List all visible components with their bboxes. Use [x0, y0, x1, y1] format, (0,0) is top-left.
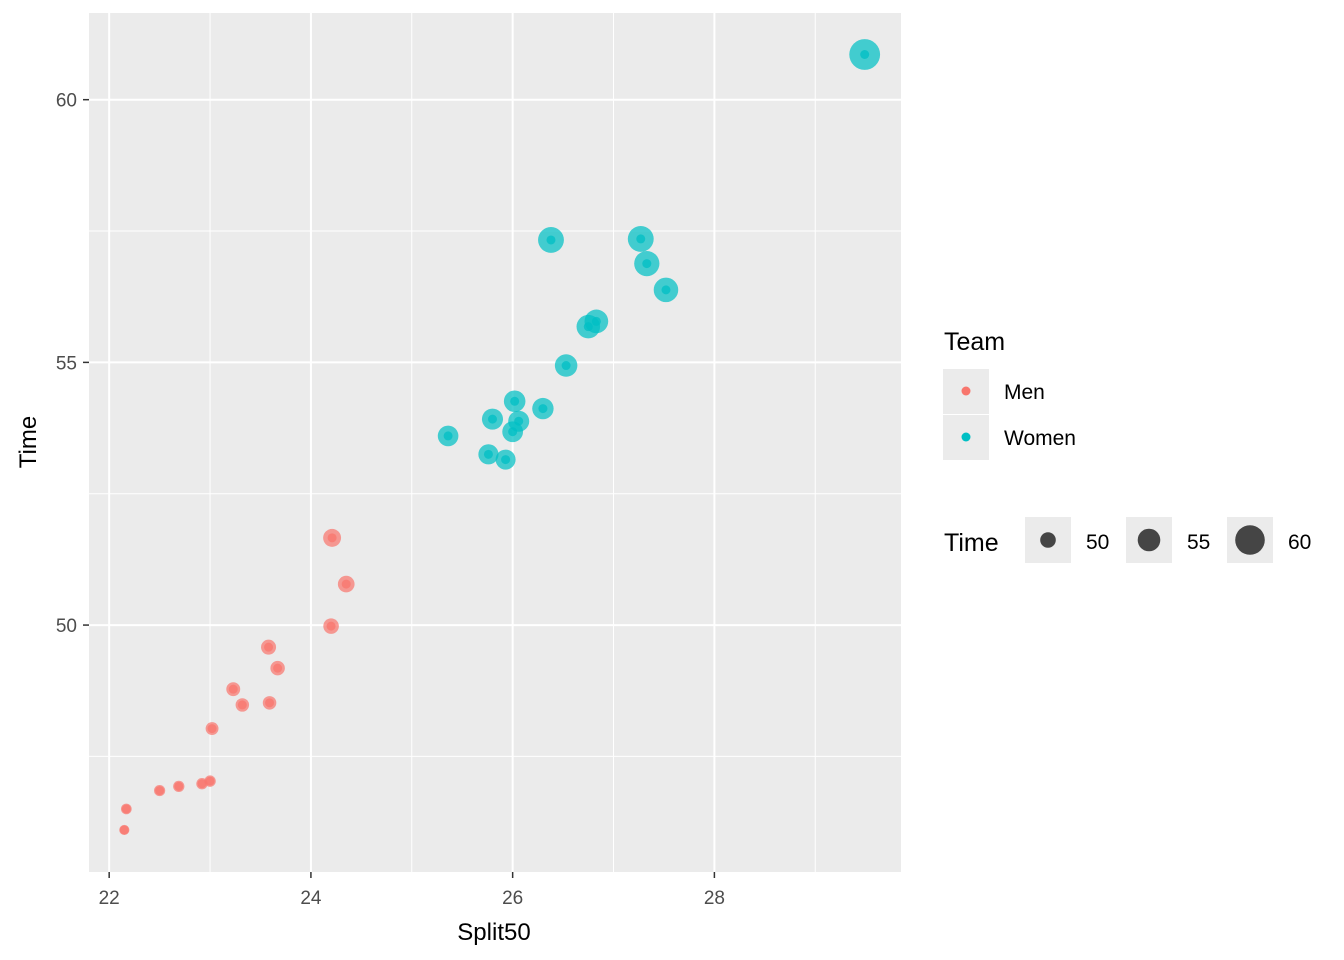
data-point-center-women [591, 316, 601, 326]
data-point-center-men [197, 779, 207, 789]
data-point-center-men [237, 700, 247, 710]
x-axis-title: Split50 [457, 919, 530, 946]
size-legend-key-50 [1040, 532, 1056, 548]
data-point-center-men [341, 579, 351, 589]
legend-label-men: Men [1004, 381, 1045, 404]
time-legend-title: Time [944, 529, 999, 557]
x-tick-label: 22 [99, 888, 120, 909]
data-point-center-men [174, 781, 184, 791]
data-point-center-women [636, 234, 646, 244]
data-point-center-women [483, 449, 493, 459]
data-point-center-women [510, 396, 520, 406]
data-point-center-men [265, 698, 275, 708]
size-legend-label-55: 55 [1187, 531, 1210, 554]
data-point-center-women [642, 259, 652, 269]
minor-gridlines [89, 13, 901, 872]
x-tick-label: 28 [704, 888, 725, 909]
x-tick-label: 26 [502, 888, 523, 909]
data-point-center-men [121, 804, 131, 814]
data-point-center-women [538, 404, 548, 414]
y-axis: 50 55 60 [56, 91, 89, 637]
data-point-center-women [508, 427, 518, 437]
data-point-center-men [155, 786, 165, 796]
data-point-center-men [264, 642, 274, 652]
x-tick-label: 24 [300, 888, 322, 909]
team-legend-title: Team [944, 328, 1005, 356]
data-point-center-men [207, 724, 217, 734]
data-point-center-men [205, 776, 215, 786]
data-point-center-women [514, 416, 524, 426]
size-legend-label-60: 60 [1288, 531, 1311, 554]
points-inner-layer [119, 50, 870, 835]
y-axis-title: Time [15, 416, 42, 468]
y-tick-label: 55 [56, 353, 77, 374]
size-legend-label-50: 50 [1086, 531, 1109, 554]
data-point-center-women [860, 50, 870, 60]
data-point-center-women [487, 414, 497, 424]
major-gridlines [89, 13, 901, 872]
data-point-center-women [583, 322, 593, 332]
data-point-center-women [661, 285, 671, 295]
y-tick-label: 50 [56, 616, 77, 637]
team-legend: Team Men Women [943, 328, 1076, 460]
legend-key-men [961, 386, 971, 396]
data-point-center-men [327, 533, 337, 543]
legend-key-women [961, 432, 971, 442]
data-point-center-men [326, 621, 336, 631]
y-tick-label: 60 [56, 91, 77, 112]
data-point-center-men [273, 663, 283, 673]
time-legend: Time 50 55 60 [944, 517, 1311, 563]
x-axis: 22 24 26 28 [99, 872, 725, 909]
data-point-center-men [228, 684, 238, 694]
data-point-center-women [443, 431, 453, 441]
legend-label-women: Women [1004, 427, 1076, 450]
data-point-center-men [119, 825, 129, 835]
data-point-center-women [501, 455, 511, 465]
data-point-center-women [546, 235, 556, 245]
plot-panel [89, 13, 901, 872]
data-point-center-women [561, 361, 571, 371]
size-legend-key-60 [1235, 525, 1265, 555]
size-legend-key-55 [1137, 528, 1161, 552]
